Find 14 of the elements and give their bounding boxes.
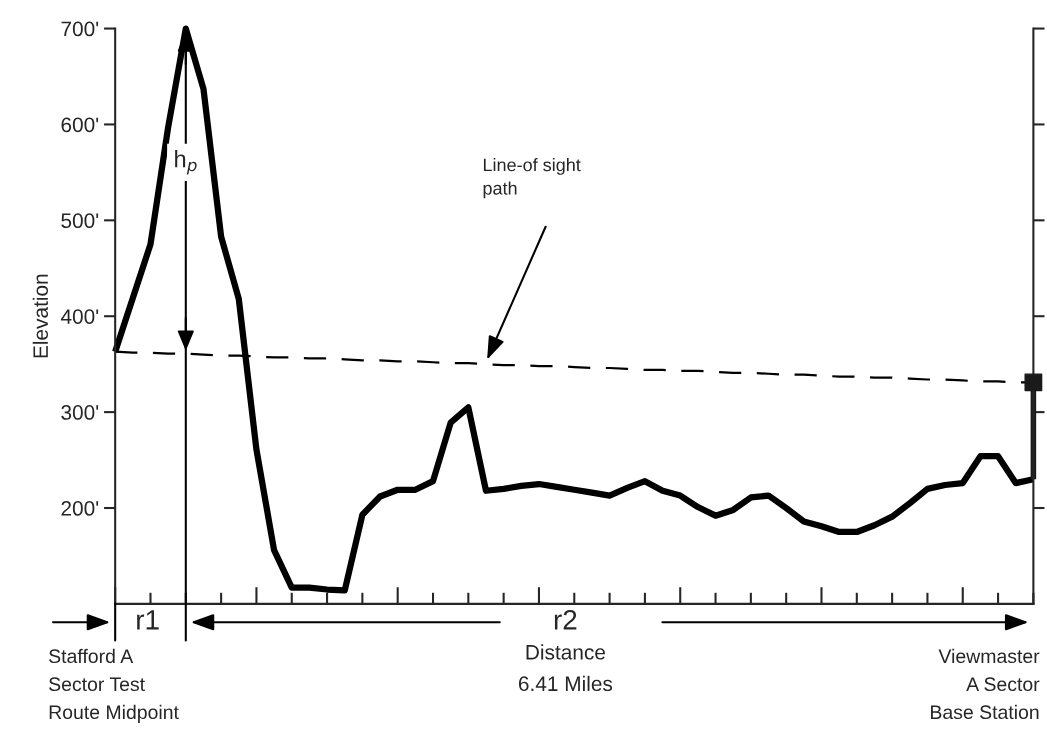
text: r2	[554, 609, 577, 630]
x-axis-title: Distance 6.41 Miles	[518, 644, 613, 692]
y-tick-label: 300'	[61, 405, 99, 420]
y-tick-label: 600'	[61, 117, 99, 133]
text: r1	[137, 610, 159, 630]
text: Stafford A Sector Test Route Midpoint	[49, 648, 179, 723]
y-tick-label: 700'	[61, 21, 99, 37]
text: Viewmaster A Sector Base Station	[931, 648, 1040, 720]
y-axis-title: Elevation	[32, 274, 49, 358]
annotation: h$_{p}$	[175, 150, 197, 175]
annotation: Line-of sight path	[483, 158, 581, 199]
y-tick-label: 200'	[61, 501, 99, 516]
y-tick-label: 500'	[61, 213, 99, 229]
y-tick-label: 400'	[60, 309, 99, 324]
